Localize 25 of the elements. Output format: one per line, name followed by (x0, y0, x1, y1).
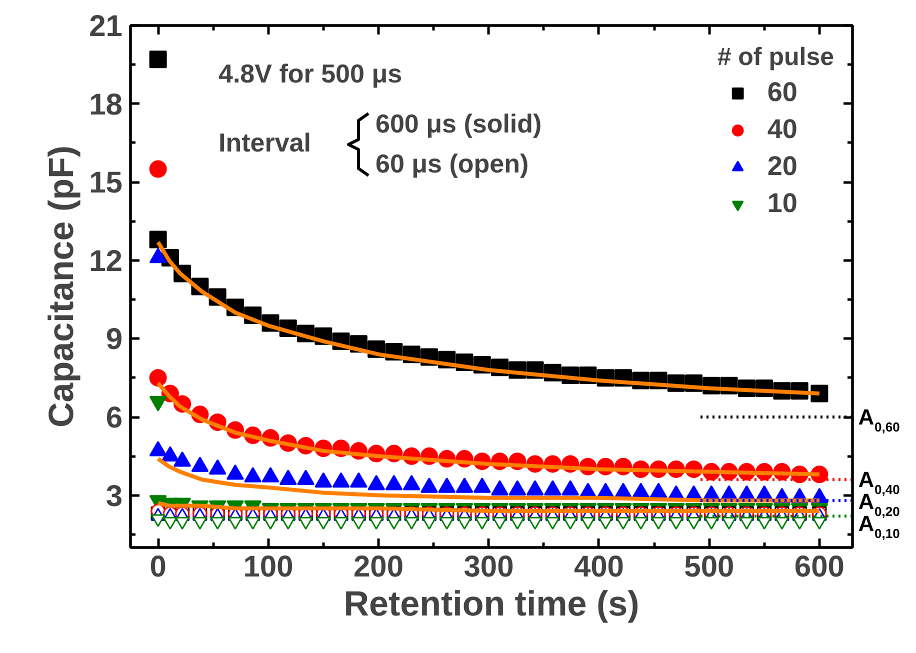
y-tick-label: 15 (89, 166, 123, 200)
x-axis-title: Retention time (s) (344, 584, 640, 624)
x-tick-label: 100 (243, 550, 294, 584)
annotation: Interval (218, 128, 311, 158)
x-tick-label: 600 (794, 550, 844, 584)
legend-title: # of pulse (717, 43, 834, 72)
x-tick-label: 200 (353, 550, 404, 584)
x-tick-label: 400 (574, 550, 624, 584)
x-tick-label: 300 (464, 550, 514, 584)
y-tick-label: 18 (89, 88, 123, 122)
y-tick-label: 21 (89, 10, 123, 43)
legend-label: 60 (767, 77, 798, 108)
annotation: 4.8V for 500 μs (218, 58, 402, 88)
annotation: 600 μs (solid) (376, 108, 542, 138)
x-tick-label: 0 (150, 550, 166, 584)
y-tick-label: 3 (106, 480, 123, 513)
legend-label: 10 (767, 188, 798, 219)
y-axis-title: Capacitance (pF) (42, 146, 82, 428)
y-tick-label: 9 (106, 323, 123, 356)
y-tick-label: 6 (106, 402, 123, 434)
y-tick-label: 12 (89, 244, 123, 278)
x-tick-label: 500 (684, 550, 734, 584)
legend-label: 20 (767, 151, 798, 182)
legend-label: 40 (767, 114, 798, 145)
annotation: 60 μs (open) (376, 148, 529, 178)
